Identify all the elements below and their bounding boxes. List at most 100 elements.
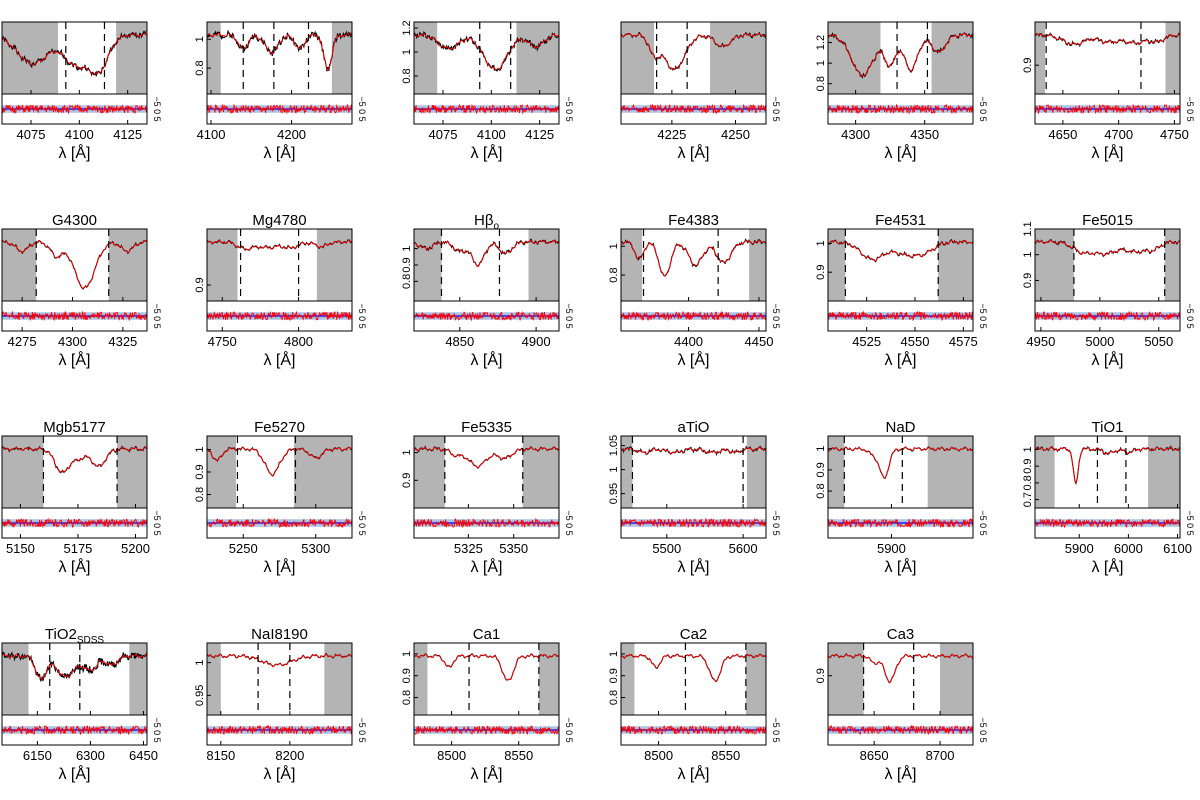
spectrum-panel: −5 0 5 4750 4800 0.9 λ [Å] Mg4780	[194, 212, 367, 369]
masked-region	[538, 643, 559, 715]
masked-region	[938, 229, 973, 301]
y-tick-label: 0.8	[815, 76, 827, 91]
residual-axes-frame	[827, 714, 974, 746]
model-spectrum-line	[1035, 239, 1180, 257]
x-tick-label: 4275	[8, 334, 37, 349]
spectrum-panel: −5 0 5 5150 5175 5200 λ [Å] Mgb5177	[1, 419, 162, 576]
y-tick-label: 1	[401, 49, 413, 55]
spectrum-panel: −5 0 5 4950 5000 5050 0.9 1 1.1 λ [Å] Fe5015	[1022, 212, 1195, 369]
residual-axes-frame	[620, 300, 767, 332]
residual-tick-label: −5 0 5	[564, 510, 574, 535]
model-spectrum-line	[621, 653, 766, 683]
y-tick-label: 1	[608, 243, 620, 249]
y-tick-label: 0.8	[1022, 475, 1034, 490]
x-axis-label: λ [Å]	[884, 143, 916, 162]
spectrum-panel: −5 0 5 8650 8700 0.9 λ [Å] Ca3	[815, 626, 988, 783]
x-tick-label: 4100	[477, 127, 506, 142]
masked-region	[1035, 229, 1074, 301]
x-tick-label: 4200	[277, 127, 306, 142]
x-tick-label: 4950	[1026, 334, 1055, 349]
masked-region	[2, 22, 59, 94]
panel-title: Fe4383	[668, 212, 719, 229]
x-tick-label: 6150	[23, 748, 52, 763]
masked-region	[1035, 22, 1046, 94]
residual-line	[828, 724, 973, 736]
panel-title: Fe5335	[461, 419, 512, 436]
y-tick-label: 0.9	[194, 277, 206, 292]
x-tick-label: 8500	[644, 748, 673, 763]
x-tick-label: 4350	[910, 127, 939, 142]
masked-region	[621, 229, 643, 301]
y-tick-label: 0.9	[815, 462, 827, 477]
masked-region	[1165, 22, 1180, 94]
masked-region	[414, 436, 445, 508]
x-tick-label: 5325	[454, 541, 483, 556]
model-spectrum-line	[207, 32, 352, 71]
x-tick-label: 8200	[275, 748, 304, 763]
masked-region	[414, 229, 442, 301]
spectrum-panel: −5 0 5 5900 0.8 0.9 1 λ [Å] NaD	[815, 419, 988, 576]
masked-region	[207, 22, 221, 94]
main-axes-frame	[620, 435, 767, 509]
masked-region	[316, 229, 352, 301]
x-axis-label: λ [Å]	[470, 764, 502, 783]
residual-tick-label: −5 0 5	[357, 303, 367, 328]
x-axis-label: λ [Å]	[263, 143, 295, 162]
y-tick-label: 1	[401, 450, 413, 456]
panel-title: Ca3	[887, 626, 915, 643]
x-tick-label: 4900	[522, 334, 551, 349]
x-tick-label: 4075	[429, 127, 458, 142]
x-tick-label: 4850	[445, 334, 474, 349]
x-axis-label: λ [Å]	[884, 557, 916, 576]
residual-axes-frame	[1, 93, 148, 125]
y-tick-label: 0.8	[401, 274, 413, 289]
x-tick-label: 4450	[745, 334, 774, 349]
x-tick-label: 6000	[1114, 541, 1143, 556]
residual-axes-frame	[827, 93, 974, 125]
x-axis-label: λ [Å]	[1091, 143, 1123, 162]
x-axis-label: λ [Å]	[677, 350, 709, 369]
masked-region	[749, 229, 766, 301]
y-tick-label: 1	[608, 651, 620, 657]
residual-tick-label: −5 0 5	[978, 303, 988, 328]
panel-title: Mg4780	[252, 212, 306, 229]
x-axis-label: λ [Å]	[58, 764, 90, 783]
observed-spectrum-line	[2, 651, 147, 683]
panel-title: aTiO	[678, 419, 710, 436]
model-spectrum-line	[828, 32, 973, 77]
masked-region	[828, 229, 846, 301]
spectrum-panel: −5 0 5 4100 4200 0.8 1 λ [Å]	[194, 21, 367, 162]
residual-axes-frame	[620, 93, 767, 125]
model-spectrum-line	[1035, 32, 1180, 46]
masked-region	[931, 22, 973, 94]
y-tick-label: 0.8	[608, 690, 620, 705]
y-tick-label: 1	[1022, 446, 1034, 452]
x-axis-label: λ [Å]	[470, 557, 502, 576]
main-axes-frame	[413, 642, 560, 716]
y-tick-label: 1	[194, 446, 206, 452]
y-tick-label: 0.8	[608, 267, 620, 282]
y-tick-label: 0.9	[815, 265, 827, 280]
x-axis-label: λ [Å]	[677, 143, 709, 162]
x-axis-label: λ [Å]	[58, 143, 90, 162]
model-spectrum-line	[414, 239, 559, 268]
x-tick-label: 6100	[1163, 541, 1192, 556]
residual-line	[2, 724, 147, 736]
y-tick-label: 1.2	[815, 35, 827, 50]
residual-tick-label: −5 0 5	[978, 717, 988, 742]
x-axis-label: λ [Å]	[677, 557, 709, 576]
residual-axes-frame	[413, 507, 560, 539]
model-spectrum-line	[414, 33, 559, 70]
spectrum-panel: −5 0 5 4400 4450 0.8 1 λ [Å] Fe4383	[608, 212, 781, 369]
spectrum-panel: −5 0 5 4300 4350 0.8 1 1.2 λ [Å]	[815, 21, 988, 162]
residual-line	[2, 103, 147, 115]
y-tick-label: 0.9	[1022, 458, 1034, 473]
residual-axes-frame	[1034, 300, 1181, 332]
residual-axes-frame	[1, 300, 148, 332]
residual-tick-label: −5 0 5	[1185, 510, 1195, 535]
model-spectrum-line	[621, 32, 766, 71]
y-tick-label: 1	[815, 60, 827, 66]
y-tick-label: 0.9	[1022, 273, 1034, 288]
y-tick-label: 0.9	[194, 464, 206, 479]
masked-region	[129, 643, 147, 715]
